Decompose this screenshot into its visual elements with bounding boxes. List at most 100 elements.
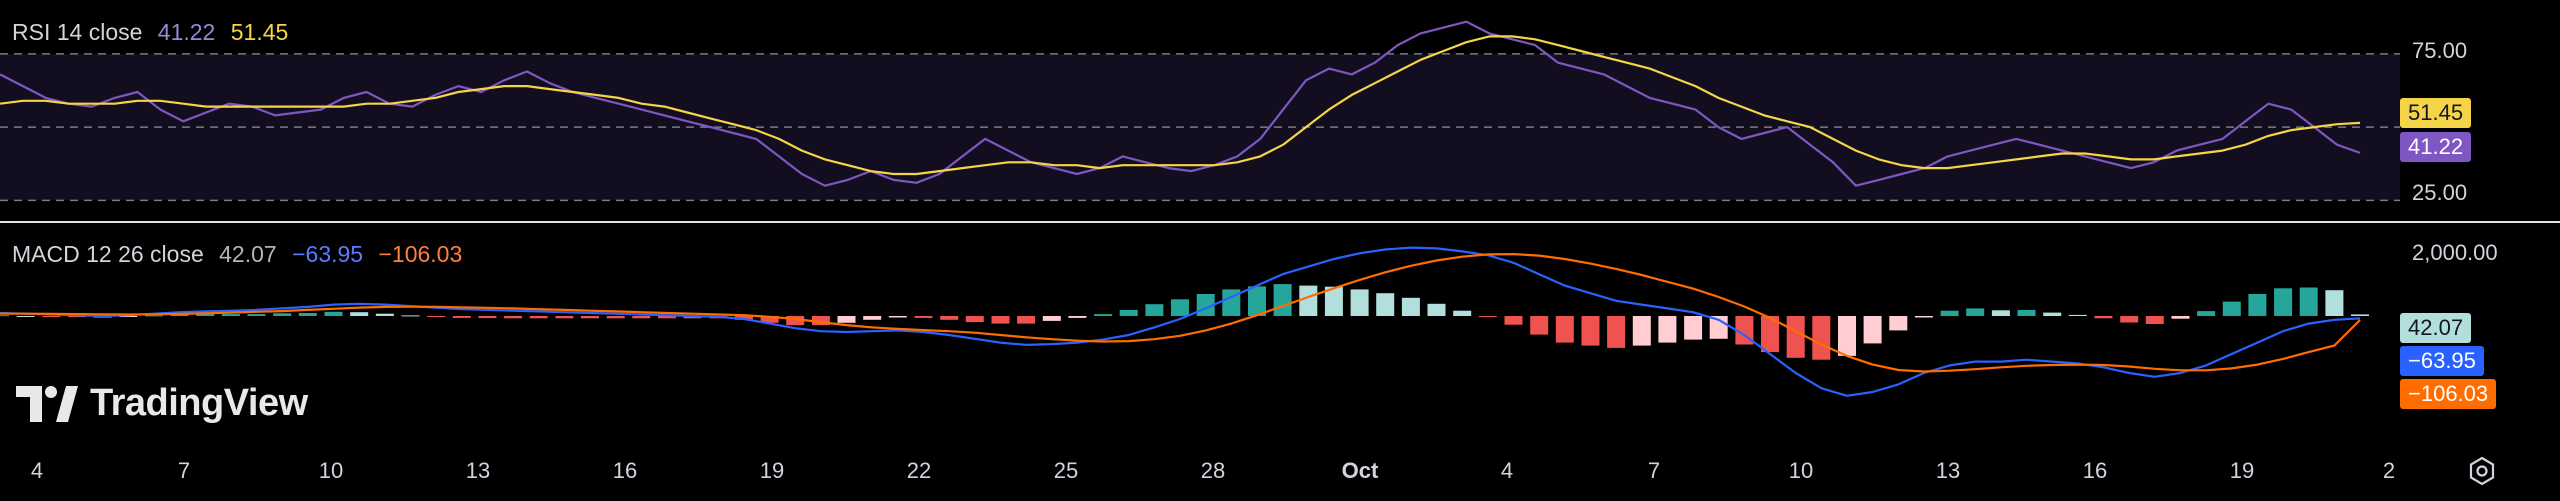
macd-histogram-bar — [2248, 294, 2267, 316]
macd-histogram-bar — [1324, 286, 1343, 316]
macd-histogram-bar — [1248, 286, 1266, 316]
rsi-ma-badge: 51.45 — [2400, 98, 2472, 128]
macd-histogram-bar — [2094, 316, 2113, 319]
macd-histogram-bar — [401, 315, 420, 317]
macd-histogram-bar — [940, 316, 959, 320]
macd-legend-macd-value: −63.95 — [292, 241, 364, 267]
macd-histogram-bar — [452, 316, 471, 318]
macd-histogram-bar — [606, 316, 625, 319]
macd-histogram-bar — [1504, 316, 1523, 325]
macd-histogram-bar — [273, 313, 292, 316]
tradingview-logo: TradingView — [16, 382, 308, 425]
macd-macd-badge: −63.95 — [2400, 346, 2484, 376]
macd-histogram-bar — [504, 316, 523, 319]
macd-histogram-bar — [1991, 310, 2010, 316]
macd-histogram-bar — [1914, 316, 1933, 318]
macd-histogram-bar — [1350, 289, 1369, 316]
macd-histogram-bar — [375, 313, 394, 316]
rsi-legend-value: 41.22 — [157, 19, 216, 45]
macd-histogram-bar — [68, 316, 86, 318]
macd-histogram-bar — [1607, 316, 1626, 348]
gear-icon[interactable] — [2466, 455, 2498, 487]
macd-histogram-bar — [221, 314, 240, 316]
time-axis-label: 2 — [2382, 458, 2396, 483]
macd-histogram-bar — [1863, 316, 1882, 344]
rsi-axis-label-75: 75.00 — [2412, 38, 2468, 63]
macd-histogram-bar — [1838, 316, 1856, 356]
time-axis-label: 10 — [1788, 458, 1814, 483]
macd-histogram-bar — [1042, 316, 1061, 321]
macd-histogram-bar — [2145, 316, 2164, 324]
macd-histogram-bar — [658, 316, 676, 319]
macd-histogram-bar — [350, 312, 369, 316]
macd-histogram-bar — [2017, 309, 2036, 316]
macd-histogram-bar — [119, 316, 138, 317]
macd-histogram-bar — [786, 316, 805, 326]
time-axis-label: 4 — [1500, 458, 1514, 483]
macd-histogram-bar — [837, 316, 856, 323]
macd-histogram-bar — [2197, 311, 2216, 316]
macd-histogram-bar — [427, 316, 446, 317]
macd-histogram-bar — [965, 316, 984, 323]
time-axis-label: 13 — [465, 458, 491, 483]
macd-histogram-bar — [1940, 310, 1959, 316]
macd-histogram-bar — [0, 315, 9, 317]
macd-histogram-bar — [2222, 301, 2241, 316]
macd-histogram-bar — [1453, 310, 1472, 316]
macd-histogram-bar — [1376, 293, 1395, 316]
macd-histogram-bar — [683, 316, 702, 319]
macd-histogram-bar — [1478, 316, 1497, 317]
rsi-axis-label-25: 25.00 — [2412, 180, 2468, 205]
macd-histogram-bar — [2351, 314, 2369, 316]
macd-histogram-bar — [632, 316, 651, 319]
time-axis-label: 13 — [1935, 458, 1961, 483]
time-axis-label: 7 — [1647, 458, 1661, 483]
macd-axis-label-2000: 2,000.00 — [2412, 240, 2498, 265]
macd-histogram-bar — [2274, 288, 2293, 316]
macd-histogram-bar — [324, 311, 343, 316]
macd-histogram-bar — [581, 316, 599, 319]
rsi-legend[interactable]: RSI 14 close 41.22 51.45 — [12, 19, 297, 46]
macd-histogram-bar — [42, 316, 61, 317]
macd-histogram-bar — [863, 316, 882, 320]
rsi-band-background — [0, 53, 2400, 201]
macd-legend-hist-value: 42.07 — [219, 241, 277, 267]
macd-legend[interactable]: MACD 12 26 close 42.07 −63.95 −106.03 — [12, 241, 471, 268]
macd-histogram-bar — [811, 316, 830, 326]
rsi-pane — [0, 20, 2400, 202]
macd-histogram-bar — [2299, 287, 2318, 316]
macd-histogram-bar — [2120, 316, 2139, 323]
macd-histogram-bar — [1068, 316, 1087, 318]
macd-legend-signal-value: −106.03 — [378, 241, 463, 267]
macd-histogram-bar — [1889, 316, 1908, 331]
time-axis-label: 22 — [906, 458, 932, 483]
macd-histogram-bar — [991, 316, 1010, 324]
macd-signal-line — [0, 253, 2361, 373]
macd-histogram-bar — [1017, 316, 1036, 324]
macd-legend-name: MACD 12 26 close — [12, 241, 204, 267]
time-axis-label: 28 — [1200, 458, 1226, 483]
macd-histogram-bar — [1119, 309, 1138, 316]
macd-histogram-bar — [1761, 316, 1779, 353]
time-axis-label: 25 — [1053, 458, 1079, 483]
macd-hist-badge: 42.07 — [2400, 313, 2472, 343]
macd-histogram-bar — [1632, 316, 1651, 346]
macd-histogram-bar — [1812, 316, 1831, 360]
macd-histogram-bar — [1658, 316, 1677, 343]
macd-histogram-bar — [1786, 316, 1805, 358]
macd-histogram-bar — [1145, 304, 1164, 316]
macd-histogram-bar — [1094, 314, 1113, 316]
time-axis-label: 7 — [177, 458, 191, 483]
macd-histogram-bar — [16, 316, 35, 317]
macd-histogram-bar — [478, 316, 497, 319]
macd-histogram-bar — [1401, 297, 1420, 316]
rsi-value-badge: 41.22 — [2400, 132, 2472, 162]
macd-histogram-bar — [888, 316, 907, 318]
macd-histogram-bar — [1299, 285, 1318, 316]
macd-histogram-bar — [247, 314, 266, 316]
macd-histogram-bar — [555, 316, 574, 319]
macd-histogram-bar — [2043, 312, 2062, 316]
macd-histogram-bar — [2325, 290, 2344, 316]
rsi-ma-line — [0, 35, 2361, 176]
